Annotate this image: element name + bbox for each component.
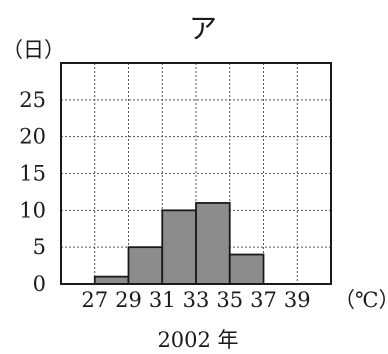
y-tick-label: 20 xyxy=(19,125,46,149)
x-tick-label: 27 xyxy=(81,288,108,312)
x-tick-label: 37 xyxy=(250,288,277,312)
y-tick-label: 25 xyxy=(19,88,46,112)
bars-layer xyxy=(93,202,265,285)
tick-labels-layer: 0 5 10 15 20 25 27 29 31 33 35 37 39 xyxy=(19,88,310,312)
x-tick-label: 33 xyxy=(183,288,210,312)
y-tick-label: 15 xyxy=(19,162,46,186)
x-tick-label: 39 xyxy=(284,288,311,312)
histogram-bar xyxy=(93,275,130,285)
y-tick-label: 10 xyxy=(19,198,46,222)
chart-title: ア xyxy=(189,12,217,45)
x-tick-label: 31 xyxy=(149,288,176,312)
y-tick-label: 5 xyxy=(33,235,46,259)
plot-frame xyxy=(60,62,332,285)
y-axis-unit-label: （日） xyxy=(2,38,65,62)
x-tick-label: 29 xyxy=(115,288,142,312)
histogram-bar xyxy=(161,209,197,285)
x-axis-unit-label: （℃） xyxy=(334,288,388,312)
histogram-bar xyxy=(195,202,231,285)
x-tick-label: 35 xyxy=(216,288,243,312)
histogram-bar xyxy=(228,253,265,285)
y-tick-label: 0 xyxy=(33,272,46,296)
x-axis-title: 2002 年 xyxy=(157,328,238,352)
histogram-bar xyxy=(127,246,164,285)
